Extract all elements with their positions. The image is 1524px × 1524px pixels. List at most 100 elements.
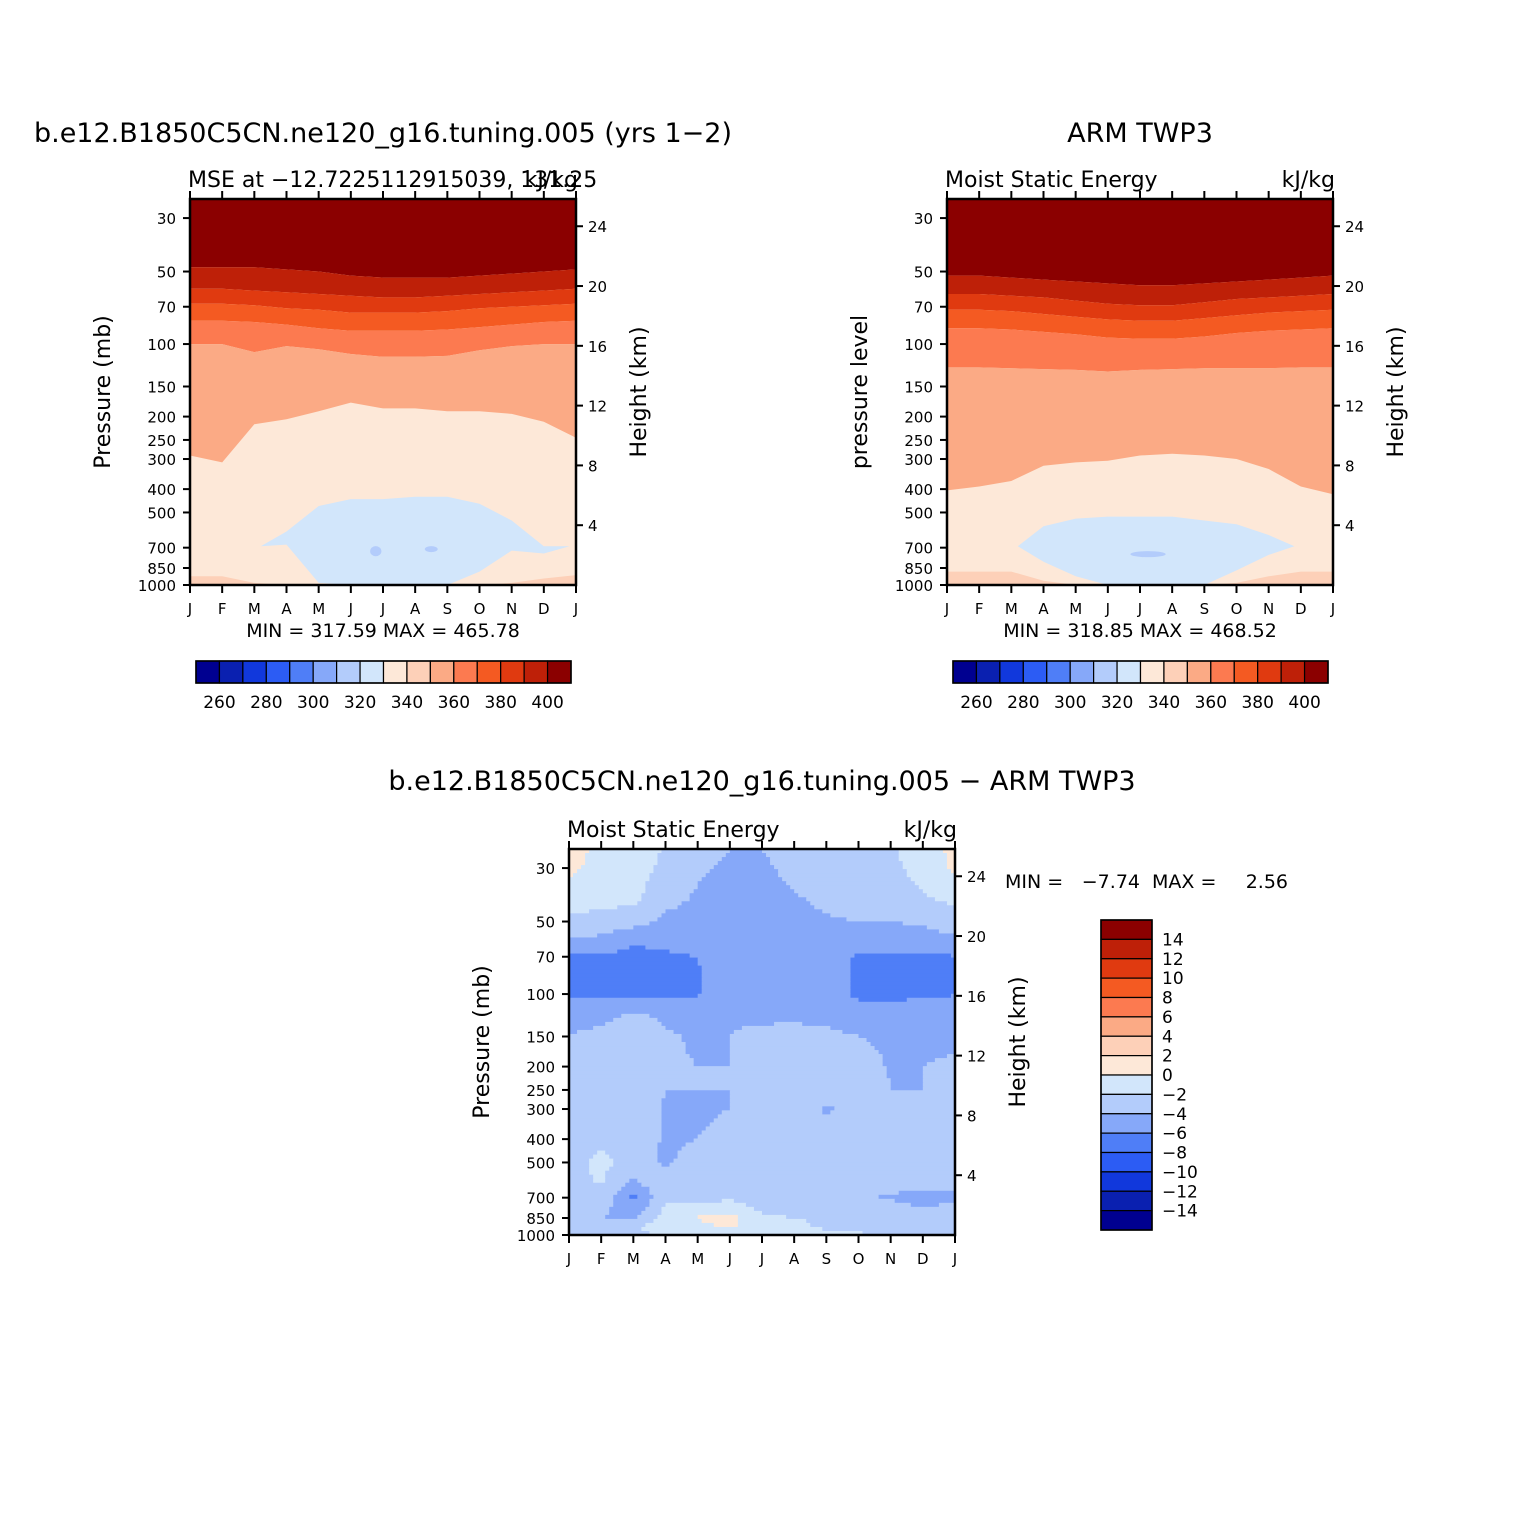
- contour-cell: [661, 1118, 715, 1124]
- x-tick-label: J: [566, 1250, 571, 1268]
- contour-cell: [589, 849, 663, 854]
- contour-cell: [834, 1106, 956, 1111]
- contour-band: [947, 367, 1333, 495]
- contour-cell: [569, 1070, 888, 1075]
- contour-cell: [649, 921, 904, 926]
- contour-cell: [850, 981, 956, 987]
- contour-cell: [729, 1094, 956, 1099]
- contour-cell: [729, 1102, 956, 1107]
- contour-cell: [693, 889, 795, 894]
- colorbar-label: 260: [960, 693, 992, 713]
- colorbar-swatch: [289, 660, 314, 684]
- contour-cell: [729, 1098, 956, 1103]
- contour-cell: [569, 1058, 695, 1063]
- y-tick-label: 30: [157, 210, 176, 228]
- contour-field: [190, 199, 576, 585]
- contour-cell: [645, 1206, 663, 1212]
- y-right-tick-label: 16: [588, 338, 607, 356]
- y-right-tick-label: 16: [1345, 338, 1364, 356]
- colorbar-swatch: [1100, 919, 1153, 940]
- contour-cell: [569, 1190, 618, 1196]
- contour-cell: [878, 1194, 956, 1200]
- contour-cell: [661, 1102, 731, 1107]
- contour-cell: [685, 1042, 731, 1047]
- contour-cell: [569, 1066, 888, 1071]
- contour-cell: [890, 1086, 924, 1091]
- contour-cell: [701, 1218, 739, 1224]
- contour-cell: [766, 853, 900, 858]
- contour-cell: [569, 997, 860, 1003]
- contour-cell: [906, 997, 956, 1003]
- contour-cell: [721, 1110, 823, 1115]
- contour-cell: [745, 1202, 912, 1208]
- contour-band: [947, 294, 1333, 321]
- contour-cell: [569, 1230, 651, 1236]
- contour-cell: [657, 861, 719, 866]
- contour-cell: [665, 909, 823, 914]
- y-right-tick-label: 24: [588, 218, 607, 236]
- x-tick-label: S: [1200, 600, 1210, 618]
- x-tick-label: N: [885, 1250, 896, 1268]
- contour-cell: [882, 1058, 936, 1063]
- contour-cell: [657, 1154, 679, 1160]
- contour-cell: [569, 1017, 614, 1023]
- contour-cell: [609, 1166, 956, 1172]
- contour-cell: [729, 849, 763, 854]
- contour-cell: [922, 1074, 956, 1079]
- colorbar-swatch: [406, 660, 431, 684]
- y-tick-label: 300: [526, 1101, 555, 1119]
- contour-cell: [661, 1162, 671, 1168]
- colorbar-label: 12: [1162, 950, 1184, 970]
- contour-cell: [645, 1222, 715, 1228]
- contour-cell: [569, 1029, 578, 1035]
- contour-cell: [605, 1214, 638, 1220]
- contour-cell: [585, 853, 659, 858]
- contour-cell: [693, 1062, 731, 1067]
- contour-cell: [569, 893, 642, 898]
- y-tick-label: 30: [536, 860, 555, 878]
- y-right-tick-label: 20: [967, 928, 986, 946]
- contour-cell: [822, 909, 956, 914]
- contour-cell: [882, 1062, 928, 1067]
- contour-cell: [569, 1194, 614, 1200]
- x-tick-label: M: [312, 600, 325, 618]
- max-label: MAX =: [1152, 871, 1216, 893]
- contour-cell: [938, 929, 956, 935]
- contour-cell: [569, 917, 659, 922]
- contour-cell: [922, 889, 956, 894]
- contour-cell: [689, 897, 807, 902]
- contour-cell: [649, 1013, 956, 1019]
- contour-cell: [733, 1198, 896, 1204]
- contour-cell: [569, 1130, 663, 1136]
- contour-cell: [737, 1218, 807, 1224]
- contour-cell: [569, 993, 699, 999]
- contour-cell: [802, 1021, 956, 1027]
- y-tick-label: 150: [147, 378, 176, 396]
- contour-cell: [621, 1186, 651, 1192]
- contour-cell: [669, 1162, 956, 1168]
- contour-cell: [946, 861, 956, 866]
- contour-cell: [886, 1070, 924, 1075]
- colorbar-label: 300: [1054, 693, 1086, 713]
- contour-cell: [569, 1054, 691, 1059]
- contour-cell: [569, 1110, 663, 1115]
- contour-cell: [697, 885, 791, 890]
- contour-cell: [810, 1222, 956, 1228]
- contour-cell: [850, 977, 956, 983]
- contour-cell: [681, 901, 811, 906]
- contour-band: [947, 571, 1333, 585]
- x-tick-label: J: [348, 600, 353, 618]
- colorbar-swatch: [1100, 1151, 1153, 1173]
- y-tick-label: 500: [526, 1154, 555, 1172]
- contour-cell: [898, 849, 944, 854]
- x-tick-label: M: [1005, 600, 1018, 618]
- contour-cell: [770, 857, 900, 862]
- contour-cell: [569, 849, 590, 854]
- y-axis-label: pressure level: [848, 315, 873, 469]
- colorbar-label: 10: [1162, 969, 1184, 989]
- colorbar-swatch: [1100, 1074, 1153, 1095]
- colorbar-label: 14: [1162, 930, 1184, 950]
- x-tick-label: D: [917, 1250, 929, 1268]
- x-tick-label: M: [1069, 600, 1082, 618]
- contour-cell: [733, 1029, 844, 1035]
